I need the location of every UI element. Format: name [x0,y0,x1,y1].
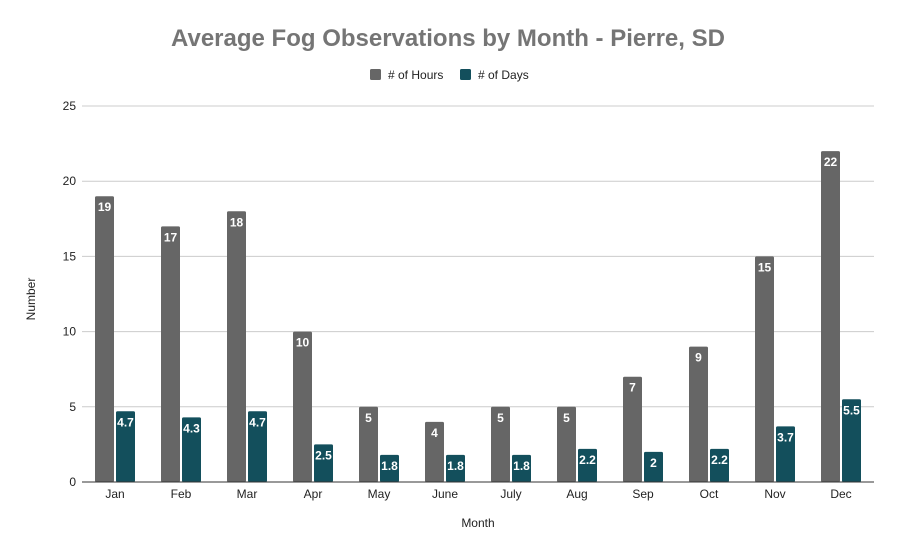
bar-hours [161,226,180,482]
bar-days [512,454,531,482]
legend-swatch [370,69,381,80]
data-label-days: 3.7 [777,430,794,444]
bar-hours [623,376,642,482]
x-tick-label: Apr [304,487,323,501]
y-tick-label: 5 [69,400,76,414]
legend-swatch [460,69,471,80]
bar-hours [491,406,510,482]
data-label-days: 4.7 [117,415,134,429]
data-label-hours: 10 [296,336,310,350]
x-tick-label: Oct [700,487,719,501]
grid-lines [82,105,874,408]
bar-days [842,399,861,482]
chart-title: Average Fog Observations by Month - Pier… [171,25,725,52]
bar-hours [689,346,708,482]
data-label-days: 2 [650,456,657,470]
data-label-hours: 18 [230,215,244,229]
y-tick-label: 15 [63,249,77,263]
x-axis-ticks: Jan Feb Mar Apr May June July Aug Sep Oct Nov Dec [105,487,851,501]
data-label-hours: 7 [629,381,636,395]
bar-days [380,454,399,482]
x-tick-label: Jan [105,487,124,501]
x-tick-label: Feb [171,487,192,501]
x-tick-label: Nov [764,487,785,501]
data-label-days: 4.3 [183,421,200,435]
data-label-hours: 9 [695,351,702,365]
bar-hours [821,151,840,482]
bar-days [446,454,465,482]
y-tick-label: 10 [63,325,77,339]
bar-hours [557,406,576,482]
bar-hours [425,421,444,482]
data-label-hours: 5 [563,411,570,425]
data-label-hours: 19 [98,200,112,214]
data-label-days: 5.5 [843,403,860,417]
x-tick-label: Mar [237,487,258,501]
data-label-days: 2.2 [711,453,728,467]
bar-days [776,426,795,482]
bar-days [248,411,267,482]
y-tick-label: 25 [63,99,77,113]
data-label-hours: 4 [431,426,438,440]
data-label-days: 4.7 [249,415,266,429]
data-label-hours: 22 [824,155,838,169]
bar-days [578,448,597,482]
data-label-hours: 15 [758,260,772,274]
x-axis-title: Month [461,516,494,530]
x-tick-label: Aug [566,487,587,501]
legend-label: # of Hours [388,68,443,82]
y-axis-title: Number [24,278,38,321]
bar-hours [95,196,114,483]
data-label-days: 2.2 [579,453,596,467]
x-tick-label: Dec [830,487,851,501]
x-tick-label: Sep [632,487,654,501]
data-label-days: 1.8 [381,459,398,473]
bar-days [182,417,201,482]
legend: # of Hours # of Days [370,68,529,82]
bar-labels: 19 4.7 17 4.3 18 4.7 10 2.5 5 1.8 4 1.8 5 1.8 5 2.2 7 2 9 2… [98,155,860,473]
y-tick-label: 0 [69,475,76,489]
bar-days [116,411,135,482]
bar-days [314,444,333,482]
bar-days [710,448,729,482]
data-label-hours: 17 [164,230,178,244]
y-axis-ticks: 0 5 10 15 20 25 [63,99,77,489]
bars [95,151,861,483]
data-label-days: 2.5 [315,448,332,462]
x-tick-label: June [432,487,458,501]
bar-hours [293,331,312,482]
data-label-days: 1.8 [513,459,530,473]
bar-days [644,451,663,482]
bar-hours [227,211,246,482]
x-tick-label: May [368,487,391,501]
data-label-hours: 5 [497,411,504,425]
data-label-hours: 5 [365,411,372,425]
bar-hours [359,406,378,482]
y-tick-label: 20 [63,174,77,188]
data-label-days: 1.8 [447,459,464,473]
legend-label: # of Days [478,68,529,82]
x-tick-label: July [500,487,521,501]
bar-hours [755,256,774,482]
